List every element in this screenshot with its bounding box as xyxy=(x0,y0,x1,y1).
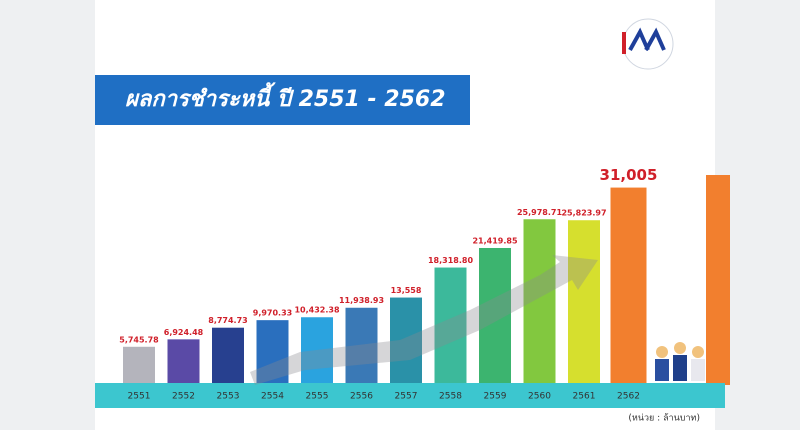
x-tick-label: 2557 xyxy=(395,392,418,402)
bar xyxy=(167,339,200,383)
person-body xyxy=(691,359,705,381)
value-label: 6,924.48 xyxy=(164,328,204,337)
bar xyxy=(523,219,556,383)
value-label: 10,432.38 xyxy=(294,306,339,315)
person-head xyxy=(674,342,686,354)
value-label: 25,823.97 xyxy=(561,209,606,218)
unit-note: (หน่วย : ล้านบาท) xyxy=(628,413,700,424)
x-tick-label: 2561 xyxy=(573,392,596,402)
title-band xyxy=(95,75,470,125)
bar xyxy=(568,220,600,383)
person-head xyxy=(656,346,668,358)
value-label: 31,005 xyxy=(600,166,658,184)
logo-mark xyxy=(628,27,666,51)
bars: 5,745.78 2551 6,924.48 2552 8,774.73 2553 9,97… xyxy=(119,166,657,401)
x-tick-label: 2551 xyxy=(128,392,151,402)
value-label: 5,745.78 xyxy=(119,335,159,344)
value-label: 11,938.93 xyxy=(339,296,384,305)
people-icon xyxy=(655,342,705,381)
x-tick-label: 2556 xyxy=(350,392,373,402)
bar xyxy=(479,247,511,383)
chart-title: ผลการชำระหนี้ ปี 2551 - 2562 xyxy=(125,82,446,112)
bar xyxy=(390,297,422,383)
x-tick-label: 2552 xyxy=(172,392,195,402)
bar xyxy=(301,317,333,383)
logo xyxy=(622,18,674,70)
x-tick-label: 2559 xyxy=(484,392,507,402)
bar xyxy=(256,320,289,383)
value-label: 13,558 xyxy=(391,286,422,295)
value-label: 8,774.73 xyxy=(208,316,247,325)
x-tick-label: 2554 xyxy=(261,392,284,402)
x-tick-label: 2562 xyxy=(617,392,640,402)
person-head xyxy=(692,346,704,358)
x-tick-label: 2555 xyxy=(306,392,329,402)
value-label: 25,978.71 xyxy=(517,208,562,217)
side-bar-decoration xyxy=(706,175,730,385)
bar xyxy=(610,187,647,383)
bar xyxy=(123,346,155,383)
value-label: 18,318.80 xyxy=(428,256,473,265)
bar xyxy=(345,307,378,383)
trend-arrow xyxy=(250,255,598,385)
x-tick-label: 2558 xyxy=(439,392,462,402)
person-body xyxy=(673,355,687,381)
axis-band xyxy=(95,383,725,408)
x-tick-label: 2553 xyxy=(217,392,240,402)
bar xyxy=(434,267,467,383)
person-body xyxy=(655,359,669,381)
value-label: 21,419.85 xyxy=(472,236,517,245)
x-tick-label: 2560 xyxy=(528,392,551,402)
value-label: 9,970.33 xyxy=(253,309,292,318)
bar xyxy=(212,327,244,383)
